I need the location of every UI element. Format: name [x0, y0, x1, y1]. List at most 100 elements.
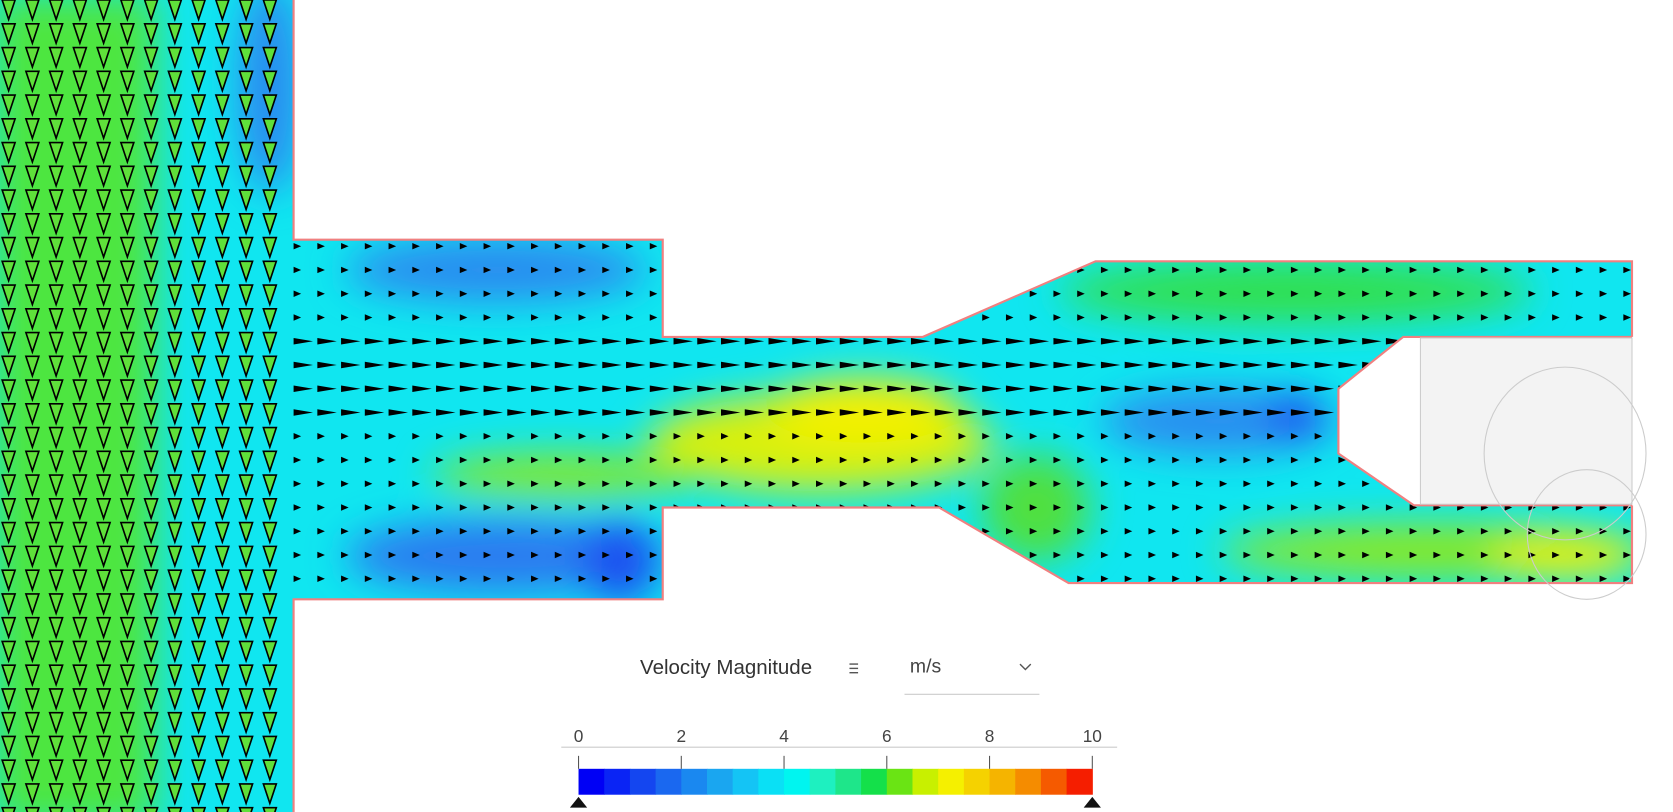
vector-arrow	[673, 599, 682, 606]
vector-arrow	[48, 616, 64, 640]
vector-arrow	[792, 432, 800, 440]
vector-arrow	[483, 361, 503, 369]
vector-arrow	[531, 290, 539, 297]
vector-arrow	[72, 94, 88, 118]
vector-arrow	[1552, 266, 1560, 274]
vector-arrow	[1124, 385, 1145, 392]
vector-arrow	[934, 575, 943, 583]
vector-arrow	[792, 599, 800, 606]
vector-arrow	[1243, 480, 1251, 487]
vector-arrow	[96, 688, 112, 711]
vector-arrow	[143, 688, 159, 711]
vector-arrow	[673, 456, 682, 464]
vector-arrow	[1195, 385, 1216, 392]
vector-arrow	[214, 94, 230, 118]
vector-arrow	[531, 337, 551, 345]
vector-arrow	[578, 385, 598, 392]
vector-arrow	[167, 450, 183, 474]
vector-arrow	[364, 361, 385, 369]
vector-arrow	[792, 551, 800, 559]
vector-arrow	[24, 331, 40, 355]
vector-arrow	[1, 379, 17, 403]
vector-arrow	[1029, 242, 1038, 250]
vector-arrow	[262, 22, 278, 46]
vector-arrow	[697, 551, 705, 559]
vector-arrow	[744, 456, 753, 464]
vector-arrow	[72, 379, 88, 403]
vector-arrow	[1290, 504, 1299, 511]
vector-arrow	[24, 117, 40, 141]
vector-arrow	[1077, 385, 1097, 392]
menu-icon[interactable]	[849, 663, 859, 674]
vector-arrow	[1100, 551, 1109, 559]
vector-arrow	[293, 528, 302, 535]
vector-arrow	[96, 426, 112, 450]
vector-arrow	[792, 409, 812, 416]
vector-arrow	[1385, 409, 1406, 416]
vector-arrow	[578, 456, 587, 464]
vector-arrow	[578, 409, 598, 416]
vector-arrow	[96, 711, 112, 735]
vector-arrow	[1005, 599, 1014, 606]
vector-arrow	[1243, 456, 1251, 464]
vector-arrow	[1290, 480, 1299, 487]
vector-arrow	[48, 236, 64, 260]
vector-arrow	[262, 331, 278, 355]
vector-arrow	[1195, 290, 1204, 297]
vector-arrow	[1480, 242, 1489, 250]
vector-arrow	[673, 337, 693, 345]
range-handle[interactable]	[1083, 796, 1101, 808]
vector-arrow	[1, 640, 17, 664]
vector-arrow	[119, 545, 135, 569]
vector-arrow	[119, 474, 135, 498]
vector-arrow	[958, 337, 978, 345]
vector-arrow	[1504, 242, 1513, 250]
vector-arrow	[626, 314, 634, 321]
vector-arrow	[1053, 290, 1062, 297]
vector-arrow	[1172, 551, 1180, 559]
vector-arrow	[364, 242, 373, 250]
vector-arrow	[1195, 314, 1204, 321]
vector-arrow	[1053, 314, 1062, 321]
vector-arrow	[626, 409, 646, 416]
vector-arrow	[1005, 290, 1014, 297]
vector-arrow	[1599, 314, 1608, 321]
vector-arrow	[910, 314, 919, 321]
vector-arrow	[191, 70, 207, 94]
vector-arrow	[1148, 385, 1168, 392]
vector-arrow	[1100, 528, 1109, 535]
vector-arrow	[1148, 551, 1156, 559]
vector-arrow	[744, 314, 753, 321]
vector-arrow	[768, 361, 788, 369]
vector-arrow	[1, 0, 17, 22]
vector-arrow	[1552, 599, 1560, 606]
vector-arrow	[167, 260, 183, 284]
vector-arrow	[1314, 385, 1335, 392]
vector-arrow	[863, 290, 872, 297]
vector-arrow	[262, 426, 278, 450]
vector-arrow	[1243, 337, 1263, 345]
vector-arrow	[1314, 480, 1323, 487]
vector-arrow	[388, 528, 397, 535]
vector-arrow	[191, 664, 207, 688]
unit-dropdown[interactable]: m/s	[904, 656, 1040, 695]
vector-arrow	[721, 314, 729, 321]
vector-arrow	[1243, 504, 1251, 511]
vector-arrow	[167, 783, 183, 806]
vector-arrow	[48, 189, 64, 213]
vector-arrow	[317, 432, 325, 440]
vector-arrow	[1314, 337, 1335, 345]
vector-arrow	[839, 385, 860, 392]
vector-arrow	[143, 236, 159, 260]
vector-arrow	[1433, 242, 1441, 250]
vector-arrow	[649, 266, 658, 274]
vector-arrow	[1314, 242, 1323, 250]
vector-arrow	[364, 432, 373, 440]
range-handle[interactable]	[569, 796, 588, 808]
vector-arrow	[238, 94, 254, 118]
vector-arrow	[24, 783, 40, 806]
vector-arrow	[214, 806, 230, 812]
vector-arrow	[1, 783, 17, 806]
vector-arrow	[459, 480, 468, 487]
vector-arrow	[863, 242, 872, 250]
